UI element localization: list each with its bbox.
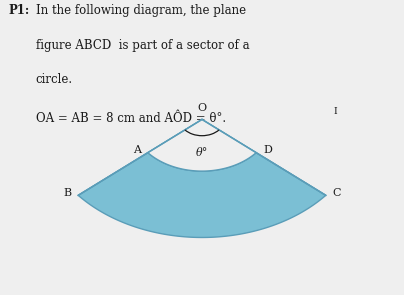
Text: OA = AB = 8 cm and AÔD = θ°.: OA = AB = 8 cm and AÔD = θ°. [36, 112, 226, 125]
Text: A: A [133, 145, 141, 155]
Polygon shape [78, 153, 326, 237]
Text: C: C [332, 188, 341, 198]
Text: In the following diagram, the plane: In the following diagram, the plane [36, 4, 246, 17]
Text: B: B [63, 188, 72, 198]
Text: circle.: circle. [36, 73, 73, 86]
Polygon shape [148, 119, 256, 171]
Text: figure ABCD  is part of a sector of a: figure ABCD is part of a sector of a [36, 39, 249, 52]
Text: P1:: P1: [8, 4, 29, 17]
Text: I: I [333, 107, 337, 116]
Text: θ°: θ° [196, 148, 208, 158]
Text: D: D [263, 145, 272, 155]
Text: O: O [198, 103, 206, 113]
